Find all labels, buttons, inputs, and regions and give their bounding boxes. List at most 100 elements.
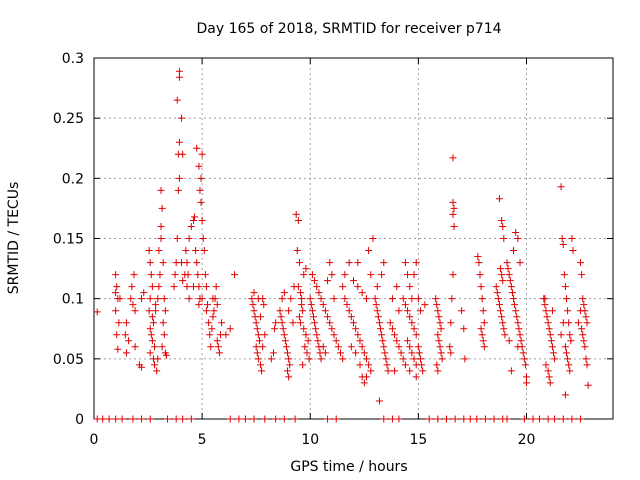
data-point	[333, 416, 340, 423]
data-point	[154, 295, 161, 302]
data-point	[474, 253, 481, 260]
data-point	[322, 307, 329, 314]
data-point	[261, 331, 268, 338]
data-point	[529, 416, 536, 423]
data-point	[449, 199, 456, 206]
data-point	[418, 361, 425, 368]
data-point	[322, 349, 329, 356]
data-point	[348, 343, 355, 350]
data-point	[451, 223, 458, 230]
data-point	[512, 307, 519, 314]
data-point	[284, 349, 291, 356]
data-point	[406, 343, 413, 350]
data-point	[408, 319, 415, 326]
data-point	[545, 416, 552, 423]
data-point	[320, 343, 327, 350]
data-point	[500, 325, 507, 332]
data-point	[375, 313, 382, 320]
data-point	[195, 301, 202, 308]
data-point	[174, 97, 181, 104]
data-point	[562, 391, 569, 398]
data-point	[99, 416, 106, 423]
data-point	[580, 301, 587, 308]
data-point	[517, 259, 524, 266]
data-point	[207, 343, 214, 350]
data-point	[235, 416, 242, 423]
data-point	[151, 361, 158, 368]
y-tick-label: 0.25	[53, 111, 84, 127]
data-point	[190, 283, 197, 290]
data-point	[415, 343, 422, 350]
data-point	[379, 337, 386, 344]
data-point	[561, 271, 568, 278]
data-point	[178, 115, 185, 122]
data-point	[281, 331, 288, 338]
data-point	[255, 355, 262, 362]
data-point	[270, 349, 277, 356]
data-point	[564, 307, 571, 314]
data-point	[297, 319, 304, 326]
data-point	[222, 331, 229, 338]
data-point	[493, 283, 500, 290]
data-point	[154, 355, 161, 362]
data-point	[331, 331, 338, 338]
data-point	[214, 301, 221, 308]
data-point	[198, 199, 205, 206]
data-point	[541, 301, 548, 308]
data-point	[127, 295, 134, 302]
data-point	[200, 235, 207, 242]
data-point	[161, 295, 168, 302]
data-point	[365, 247, 372, 254]
data-point	[182, 247, 189, 254]
data-point	[279, 319, 286, 326]
data-point	[439, 355, 446, 362]
data-point	[498, 271, 505, 278]
data-point	[198, 175, 205, 182]
data-point	[380, 259, 387, 266]
data-point	[199, 217, 206, 224]
data-point	[520, 349, 527, 356]
data-point	[448, 295, 455, 302]
data-point	[147, 416, 154, 423]
data-point	[374, 283, 381, 290]
data-point	[159, 205, 166, 212]
data-point	[479, 331, 486, 338]
data-point	[313, 331, 320, 338]
data-point	[249, 301, 256, 308]
data-point	[215, 343, 222, 350]
data-point	[311, 319, 318, 326]
data-point	[560, 241, 567, 248]
data-point	[280, 325, 287, 332]
data-point	[361, 349, 368, 356]
data-point	[480, 337, 487, 344]
data-point	[315, 289, 322, 296]
data-point	[251, 416, 258, 423]
data-point	[227, 416, 234, 423]
data-point	[253, 319, 260, 326]
data-point	[295, 217, 302, 224]
data-point	[522, 361, 529, 368]
data-point	[449, 271, 456, 278]
data-point	[395, 343, 402, 350]
data-point	[498, 313, 505, 320]
data-point	[404, 337, 411, 344]
data-point	[176, 68, 183, 75]
data-point	[411, 325, 418, 332]
data-point	[171, 283, 178, 290]
data-point	[164, 416, 171, 423]
data-point	[339, 355, 346, 362]
data-point	[547, 331, 554, 338]
data-point	[567, 337, 574, 344]
data-point	[341, 271, 348, 278]
data-point	[301, 343, 308, 350]
data-point	[558, 331, 565, 338]
data-point	[261, 416, 268, 423]
data-point	[582, 313, 589, 320]
data-point	[406, 283, 413, 290]
data-point	[257, 313, 264, 320]
data-point	[378, 331, 385, 338]
data-point	[272, 319, 279, 326]
data-point	[363, 355, 370, 362]
data-point	[478, 283, 485, 290]
data-point	[251, 289, 258, 296]
